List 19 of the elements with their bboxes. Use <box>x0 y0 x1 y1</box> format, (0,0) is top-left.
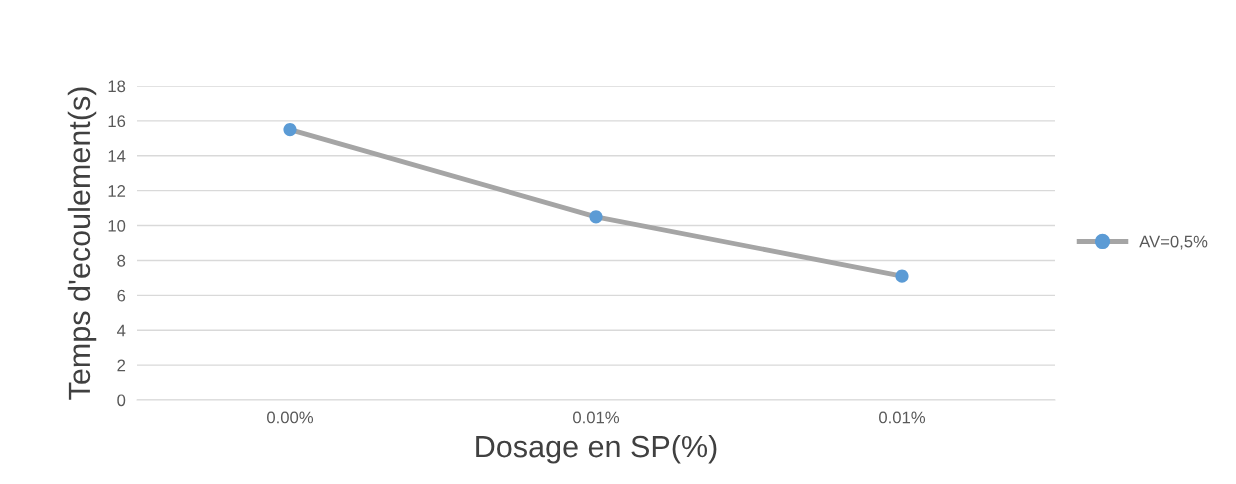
y-tick-label: 14 <box>108 150 126 162</box>
y-tick-label: 10 <box>108 219 126 232</box>
legend-label: AV=0,5% <box>1139 235 1208 250</box>
point <box>895 269 909 283</box>
y-tick-label: 18 <box>108 80 126 93</box>
y-tick-label: 0 <box>117 394 126 407</box>
x-tick-label: 0.01% <box>879 411 926 424</box>
point <box>589 210 603 224</box>
y-tick-label: 8 <box>117 254 126 267</box>
point <box>283 123 297 137</box>
x-axis-title: Dosage en SP(%) <box>476 434 717 464</box>
x-tick-label: 0.00% <box>267 411 314 424</box>
x-tick-label: 0.01% <box>573 411 620 424</box>
y-tick-label: 4 <box>117 324 126 337</box>
y-tick-label: 2 <box>117 359 126 372</box>
y-axis-title: Temps d'ecoulement(s) <box>67 87 97 400</box>
y-tick-label: 12 <box>108 185 126 197</box>
y-tick-label: 16 <box>108 115 126 128</box>
y-tick-label: 6 <box>117 289 126 302</box>
